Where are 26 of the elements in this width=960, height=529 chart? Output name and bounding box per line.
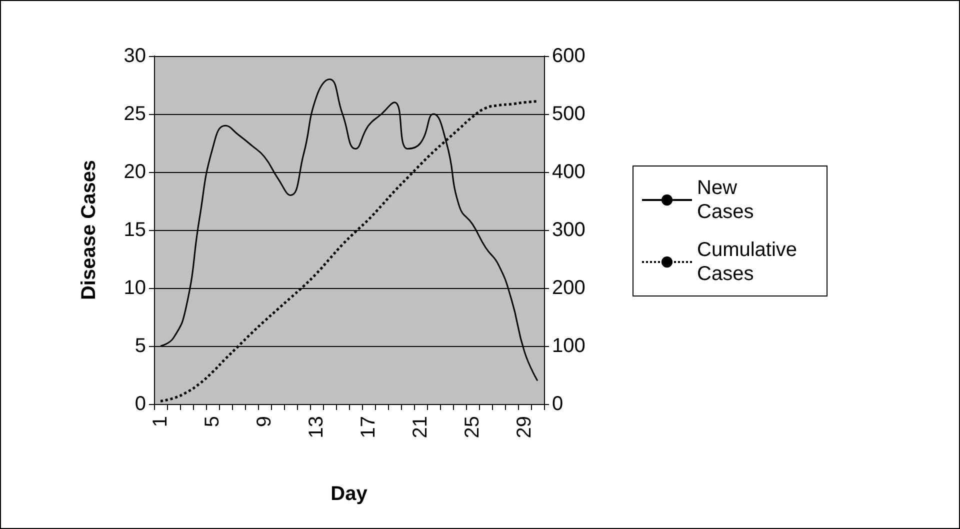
x-tick-label: 17 — [358, 416, 380, 438]
x-axis-title: Day — [330, 483, 368, 505]
y-tick-label: 25 — [124, 103, 146, 125]
y-tick-label: 15 — [124, 219, 146, 241]
x-tick-label: 13 — [306, 416, 328, 438]
x-tick-label: 5 — [202, 416, 224, 428]
legend-label: Cumulative Cases — [697, 239, 798, 285]
y-tick-label: 5 — [134, 335, 146, 357]
x-tick-label: 9 — [254, 416, 276, 428]
y2-tick-label: 0 — [552, 393, 564, 415]
y2-tick-label: 200 — [552, 277, 586, 299]
y-tick-label: 0 — [134, 393, 146, 415]
y2-tick-label: 600 — [552, 45, 586, 67]
x-tick-label: 29 — [514, 416, 536, 438]
y2-tick-label: 100 — [552, 335, 586, 357]
legend-label: New Cases — [697, 177, 754, 223]
y-axis-title: Disease Cases — [78, 160, 100, 300]
y2-tick-label: 400 — [552, 161, 586, 183]
x-tick-label: 25 — [462, 416, 484, 438]
y-tick-label: 30 — [124, 45, 146, 67]
y-tick-label: 20 — [124, 161, 146, 183]
y2-tick-label: 500 — [552, 103, 586, 125]
x-tick-label: 1 — [150, 416, 172, 428]
x-tick-label: 21 — [410, 416, 432, 438]
y2-tick-label: 300 — [552, 219, 586, 241]
y-tick-label: 10 — [124, 277, 146, 299]
